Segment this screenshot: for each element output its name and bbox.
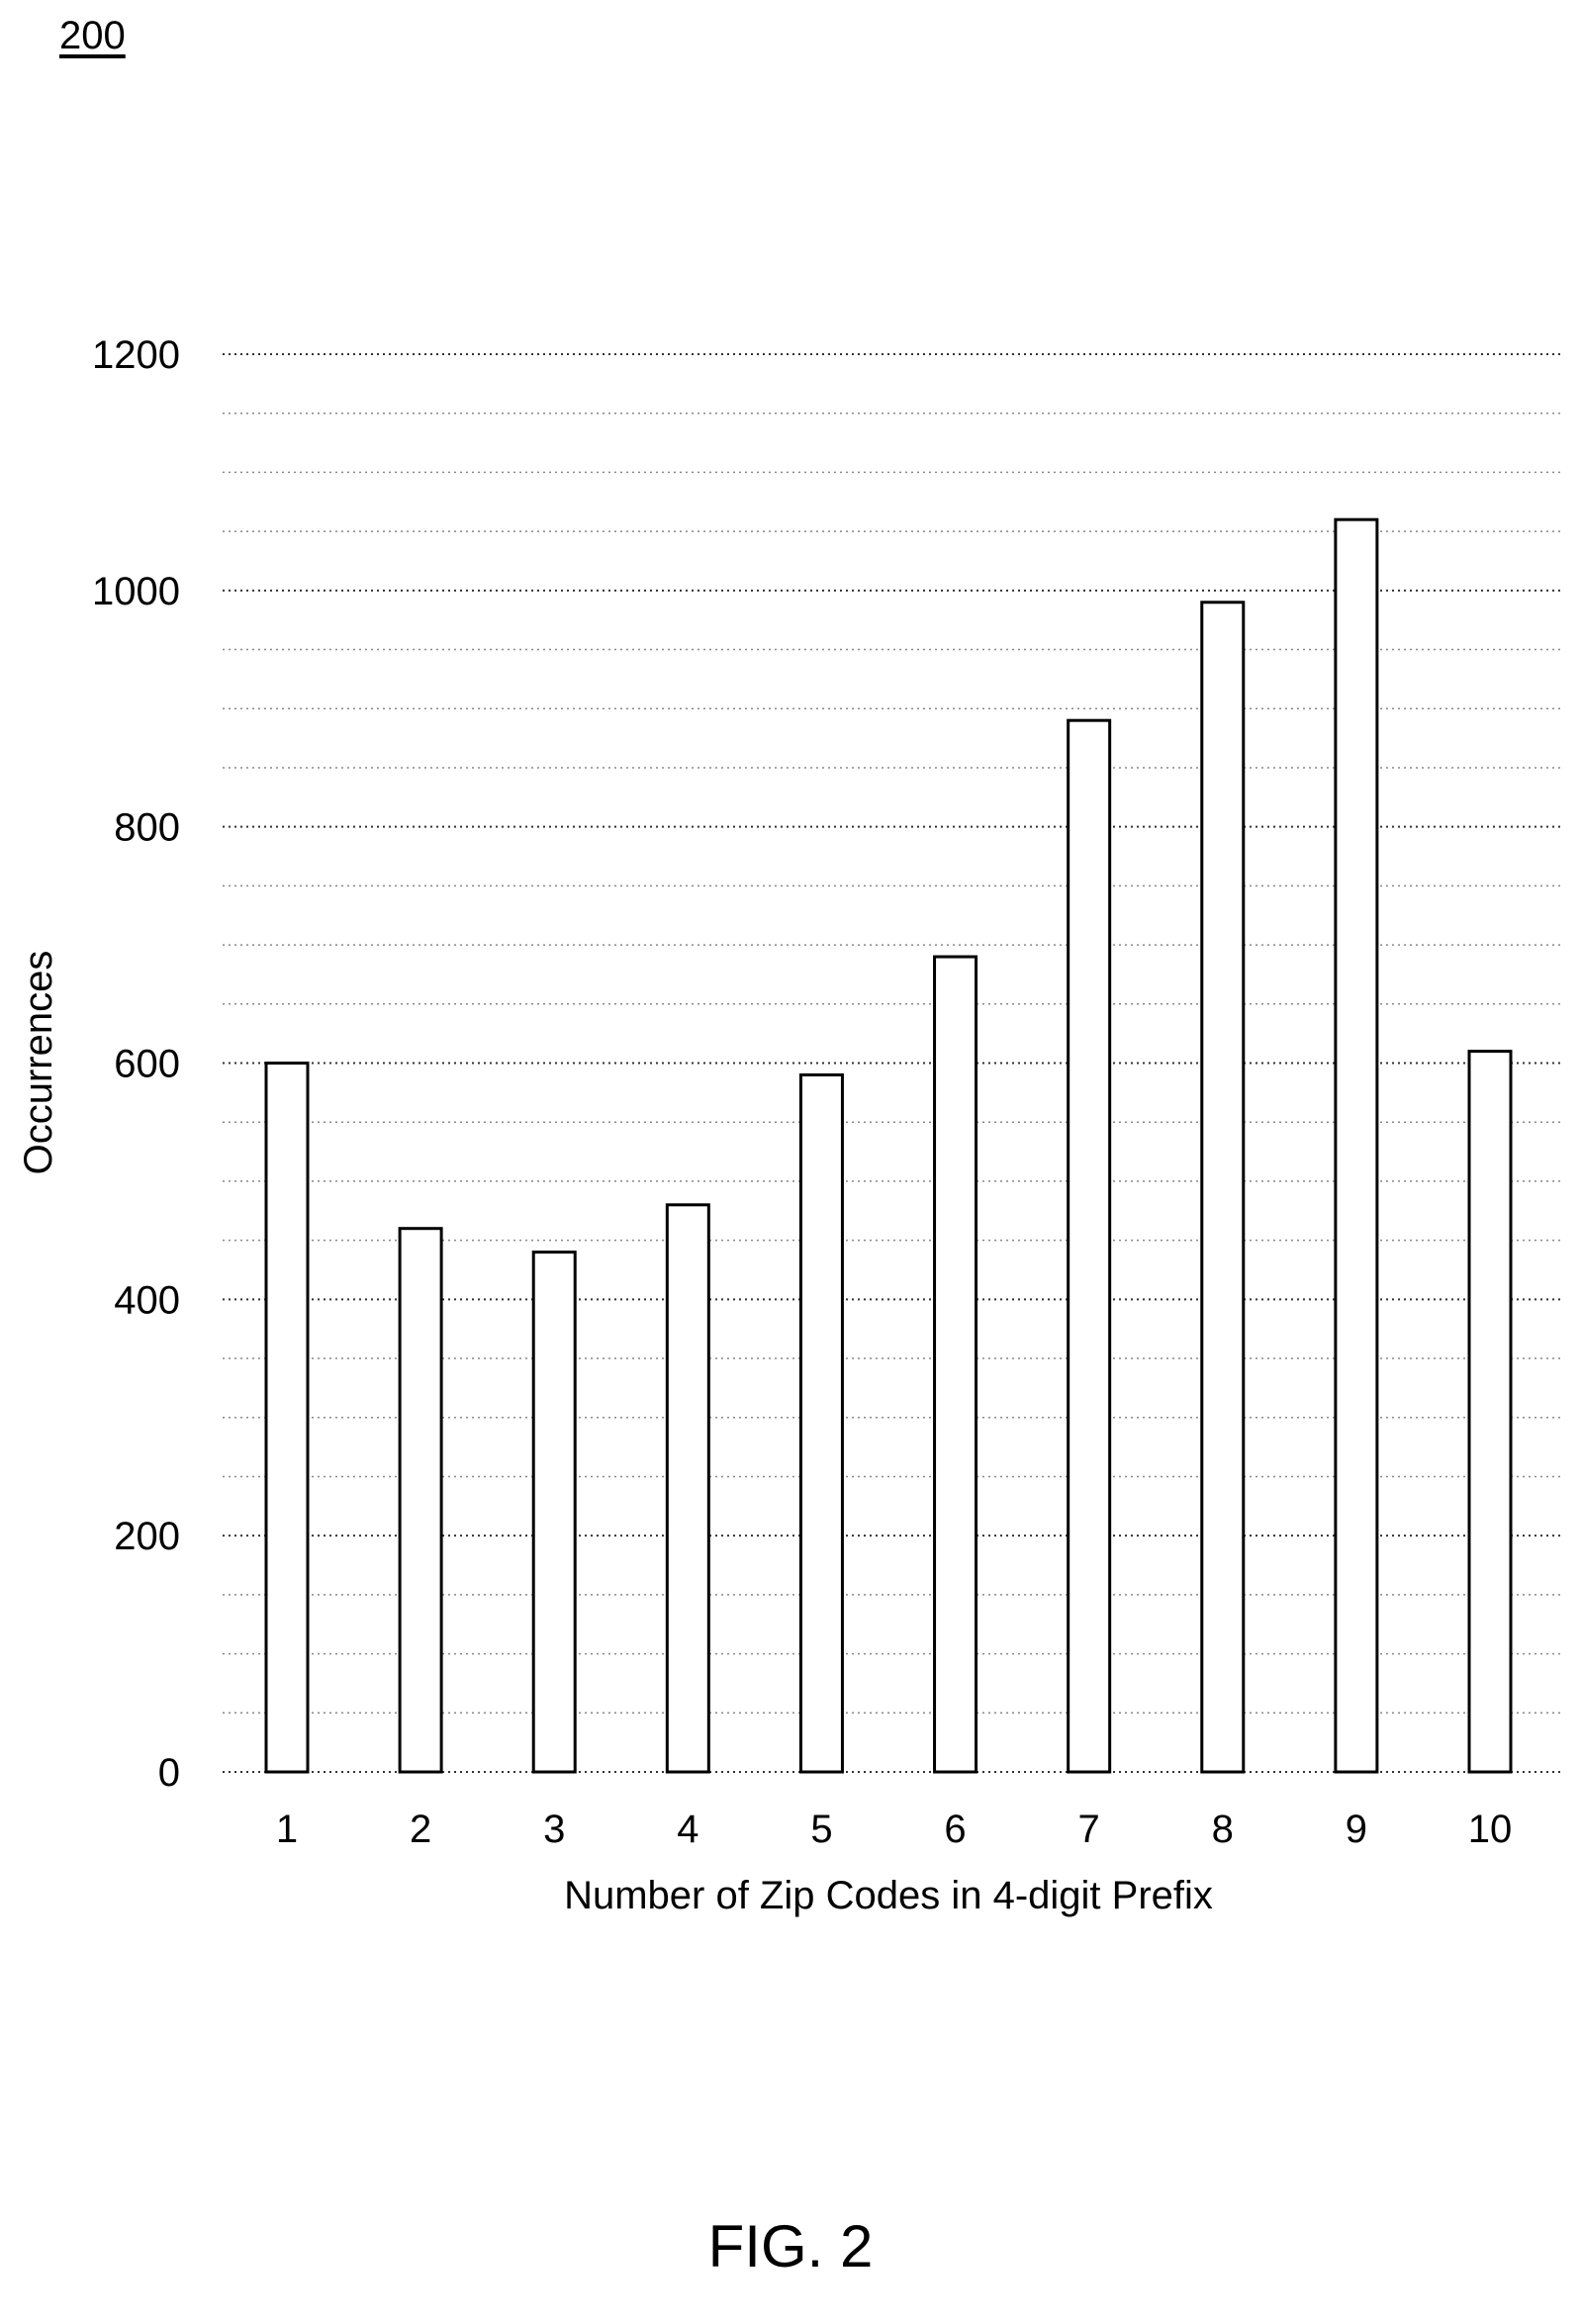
x-tick-label: 9 [1346, 1808, 1367, 1851]
figure-caption: FIG. 2 [707, 2213, 874, 2279]
y-tick-label: 600 [114, 1043, 180, 1086]
bar-1 [264, 1062, 310, 1774]
y-axis-label: Occurrences [17, 951, 60, 1175]
bar-4 [665, 1203, 710, 1774]
x-tick-label: 10 [1468, 1808, 1513, 1851]
x-tick-label: 8 [1212, 1808, 1234, 1851]
bar-6 [933, 955, 978, 1774]
x-tick-label: 4 [677, 1808, 698, 1851]
bar-5 [798, 1072, 844, 1774]
x-tick-labels: 1 2 3 4 5 6 7 8 9 10 [276, 1808, 1512, 1851]
bar-10 [1467, 1050, 1513, 1774]
y-tick-label: 200 [114, 1515, 180, 1558]
bar-3 [531, 1251, 577, 1774]
x-tick-label: 2 [410, 1808, 431, 1851]
y-tick-labels: 0 200 400 600 800 1000 1200 [92, 333, 180, 1795]
y-tick-label: 1200 [92, 333, 180, 377]
bar-2 [398, 1227, 443, 1774]
y-tick-label: 1000 [92, 570, 180, 613]
x-tick-label: 6 [944, 1808, 966, 1851]
y-tick-label: 800 [114, 806, 180, 850]
bar-8 [1200, 601, 1246, 1774]
bar-7 [1067, 718, 1112, 1774]
y-tick-label: 0 [158, 1751, 180, 1795]
x-tick-label: 7 [1078, 1808, 1100, 1851]
x-tick-label: 3 [543, 1808, 565, 1851]
figure-reference-number: 200 [59, 14, 126, 57]
x-axis-label: Number of Zip Codes in 4-digit Prefix [564, 1874, 1213, 1917]
y-tick-label: 400 [114, 1278, 180, 1322]
x-tick-label: 1 [276, 1808, 298, 1851]
bars [264, 517, 1513, 1774]
x-tick-label: 5 [810, 1808, 832, 1851]
bar-9 [1334, 517, 1379, 1774]
